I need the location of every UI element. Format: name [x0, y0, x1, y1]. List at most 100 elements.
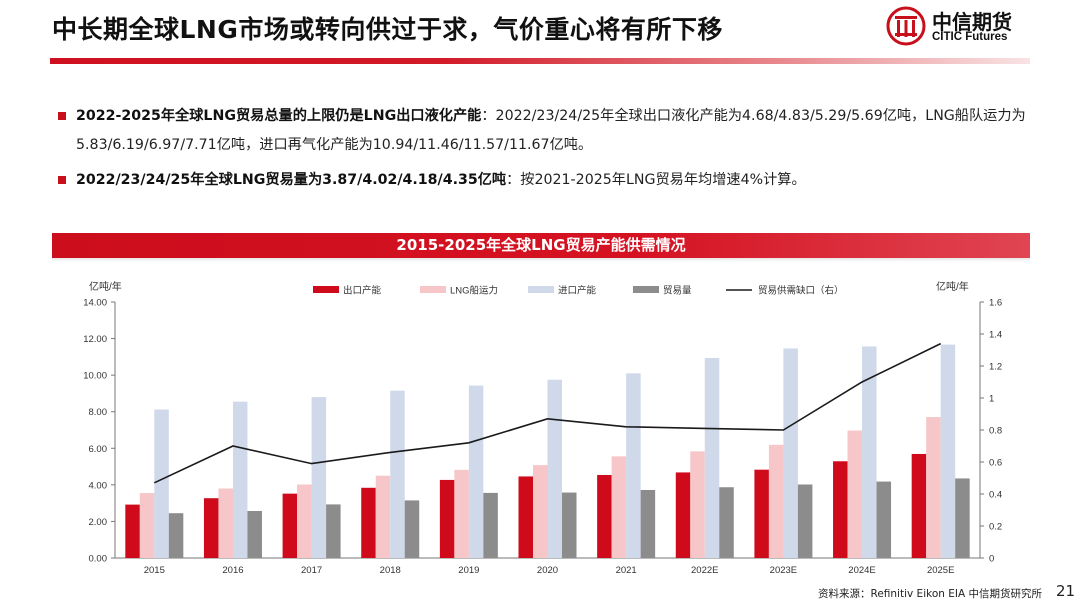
bar-4-2020	[562, 492, 577, 558]
x-tick-label: 2016	[222, 565, 243, 576]
bar-1-2020	[518, 476, 533, 558]
bar-1-2023E	[754, 469, 769, 558]
bar-3-2021	[626, 373, 641, 558]
bullet-item: 2022/23/24/25年全球LNG贸易量为3.87/4.02/4.18/4.…	[58, 166, 1038, 195]
right-tick-label: 0.6	[989, 458, 1002, 469]
bar-3-2023E	[783, 348, 798, 558]
bar-3-2018	[390, 390, 405, 558]
x-tick-label: 2015	[144, 565, 165, 576]
left-tick-label: 6.00	[89, 444, 108, 455]
bar-4-2023E	[797, 484, 813, 558]
bar-3-2015	[154, 409, 169, 558]
legend-label-1: 出口产能	[343, 285, 382, 297]
bar-3-2024E	[862, 346, 877, 558]
bar-3-2019	[468, 385, 484, 558]
left-tick-label: 4.00	[89, 480, 108, 491]
x-tick-label: 2021	[616, 565, 637, 576]
lng-supply-demand-chart: 0.00 2.00 4.00 6.00 8.00 10.00 12.00 14.00 0 0.2 0…	[83, 280, 1002, 576]
logo-name-en: CITIC Futures	[932, 31, 1008, 43]
bar-3-2016	[232, 401, 248, 558]
bar-2-2019	[454, 469, 469, 558]
bullet-text: ：2022/23/24/25年全球出口液化产能为4.68/4.83/5.29/5…	[76, 108, 1026, 153]
right-tick-label: 0.4	[989, 490, 1002, 501]
legend-label-line: 贸易供需缺口（右）	[758, 285, 844, 297]
x-tick-label: 2025E	[927, 565, 954, 576]
bar-2-2023E	[768, 444, 784, 558]
x-tick-label: 2023E	[770, 565, 797, 576]
bar-2-2015	[139, 493, 155, 558]
bar-1-2015	[125, 504, 140, 558]
bar-4-2025E	[955, 478, 970, 558]
page-number: 21	[1056, 582, 1076, 600]
bar-2-2020	[533, 465, 548, 558]
title-underline	[50, 58, 1030, 64]
bar-4-2016	[247, 511, 262, 558]
bar-4-2022E	[719, 487, 734, 558]
legend-swatch-3	[528, 286, 554, 293]
gap-line-series	[153, 342, 942, 484]
bar-2-2021	[611, 456, 627, 558]
right-tick-label: 1.6	[989, 298, 1002, 309]
right-tick-label: 1.4	[989, 330, 1002, 341]
bar-3-2017	[311, 397, 327, 558]
bar-2-2017	[297, 484, 312, 558]
legend-swatch-1	[313, 286, 339, 293]
x-tick-label: 2020	[537, 565, 558, 576]
left-tick-label: 0.00	[89, 554, 108, 565]
left-tick-label: 10.00	[83, 371, 107, 382]
x-tick-label: 2019	[458, 565, 479, 576]
bar-2-2018	[375, 475, 391, 558]
bar-1-2021	[597, 474, 612, 558]
left-tick-label: 2.00	[89, 517, 108, 528]
bar-1-2025E	[911, 453, 927, 558]
bar-1-2022E	[675, 472, 691, 558]
legend-label-2: LNG船运力	[450, 285, 498, 297]
bullet-bold-text: 2022-2025年全球LNG贸易总量的上限仍是LNG出口液化产能	[76, 108, 482, 124]
legend-label-4: 贸易量	[663, 285, 692, 297]
left-tick-label: 14.00	[83, 298, 107, 309]
bar-1-2017	[282, 493, 298, 558]
logo-name-cn: 中信期货	[932, 10, 1012, 34]
bullet-list: 2022-2025年全球LNG贸易总量的上限仍是LNG出口液化产能：2022/2…	[58, 102, 1038, 201]
bar-2-2016	[218, 488, 233, 558]
x-tick-label: 2017	[301, 565, 322, 576]
right-tick-label: 0.2	[989, 522, 1002, 533]
right-tick-label: 0	[989, 554, 994, 565]
legend-label-3: 进口产能	[558, 285, 597, 297]
left-axis-unit-label: 亿吨/年	[89, 280, 122, 293]
bar-4-2015	[168, 513, 184, 558]
bullet-bold-text: 2022/23/24/25年全球LNG贸易量为3.87/4.02/4.18/4.…	[76, 172, 507, 188]
legend-swatch-2	[420, 286, 446, 293]
x-tick-label: 2018	[380, 565, 401, 576]
bar-1-2018	[361, 487, 376, 558]
bar-4-2018	[404, 500, 420, 558]
x-tick-label: 2022E	[691, 565, 718, 576]
bar-1-2024E	[833, 461, 848, 558]
bar-2-2024E	[847, 430, 863, 558]
bar-3-2022E	[704, 357, 720, 558]
bar-1-2019	[439, 479, 455, 558]
bullet-text: ：按2021-2025年LNG贸易年均增速4%计算。	[506, 172, 806, 188]
bar-3-2020	[547, 379, 562, 558]
bar-1-2016	[203, 498, 219, 558]
source-note: 资料来源：Refinitiv Eikon EIA 中信期货研究所	[818, 588, 1042, 600]
legend-swatch-4	[633, 286, 659, 293]
left-tick-label: 12.00	[83, 334, 107, 345]
bar-4-2024E	[876, 481, 892, 558]
right-tick-label: 1	[989, 394, 994, 405]
chart-title: 2015-2025年全球LNG贸易产能供需情况	[52, 233, 1030, 258]
bullet-marker-icon	[58, 112, 66, 120]
citic-futures-logo: 中信期货 CITIC Futures	[886, 6, 1036, 46]
bar-3-2025E	[940, 344, 956, 558]
bar-4-2017	[326, 504, 341, 558]
left-tick-label: 8.00	[89, 407, 108, 418]
right-tick-label: 1.2	[989, 362, 1002, 373]
bullet-marker-icon	[58, 176, 66, 184]
page-title: 中长期全球LNG市场或转向供过于求，气价重心将有所下移	[52, 15, 723, 44]
bar-4-2019	[483, 492, 498, 558]
bullet-item: 2022-2025年全球LNG贸易总量的上限仍是LNG出口液化产能：2022/2…	[58, 102, 1038, 160]
chart-title-shadow	[52, 258, 1030, 262]
bar-2-2022E	[690, 451, 705, 558]
bar-2-2025E	[926, 417, 941, 558]
right-axis-unit-label: 亿吨/年	[936, 280, 969, 293]
